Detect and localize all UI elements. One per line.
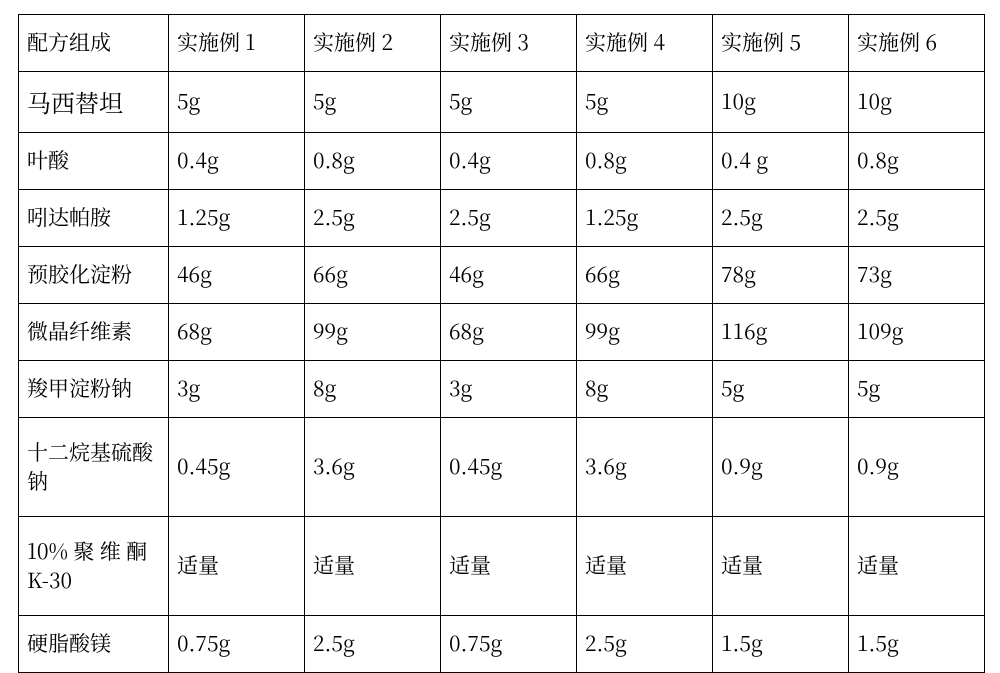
cell: 3.6g — [305, 418, 441, 517]
cell: 1.25g — [577, 190, 713, 247]
cell: 5g — [849, 361, 985, 418]
table-row: 羧甲淀粉钠 3g 8g 3g 8g 5g 5g — [19, 361, 985, 418]
cell: 5g — [441, 72, 577, 133]
cell: 0.4g — [169, 133, 305, 190]
table-row: 微晶纤维素 68g 99g 68g 99g 116g 109g — [19, 304, 985, 361]
cell: 109g — [849, 304, 985, 361]
cell: 99g — [577, 304, 713, 361]
cell: 2.5g — [713, 190, 849, 247]
cell: 10g — [849, 72, 985, 133]
table-row: 马西替坦 5g 5g 5g 5g 10g 10g — [19, 72, 985, 133]
cell: 适量 — [577, 517, 713, 616]
cell: 68g — [441, 304, 577, 361]
cell: 适量 — [169, 517, 305, 616]
cell: 66g — [305, 247, 441, 304]
cell: 5g — [713, 361, 849, 418]
table-row: 叶酸 0.4g 0.8g 0.4g 0.8g 0.4 g 0.8g — [19, 133, 985, 190]
cell: 46g — [169, 247, 305, 304]
cell: 5g — [305, 72, 441, 133]
cell: 99g — [305, 304, 441, 361]
cell: 8g — [577, 361, 713, 418]
cell: 2.5g — [305, 190, 441, 247]
row-name: 10% 聚 维 酮K-30 — [19, 517, 169, 616]
cell: 8g — [305, 361, 441, 418]
cell: 73g — [849, 247, 985, 304]
cell: 3g — [441, 361, 577, 418]
table-row: 10% 聚 维 酮K-30 适量 适量 适量 适量 适量 适量 — [19, 517, 985, 616]
row-name: 吲达帕胺 — [19, 190, 169, 247]
cell: 0.45g — [441, 418, 577, 517]
cell: 2.5g — [441, 190, 577, 247]
cell: 0.75g — [169, 616, 305, 673]
cell: 3.6g — [577, 418, 713, 517]
formulation-table: 配方组成 实施例 1 实施例 2 实施例 3 实施例 4 实施例 5 实施例 6… — [18, 14, 985, 673]
page: 配方组成 实施例 1 实施例 2 实施例 3 实施例 4 实施例 5 实施例 6… — [0, 0, 1000, 671]
col-header: 实施例 3 — [441, 15, 577, 72]
col-header: 实施例 1 — [169, 15, 305, 72]
cell: 1.5g — [849, 616, 985, 673]
row-name: 预胶化淀粉 — [19, 247, 169, 304]
row-name: 十二烷基硫酸钠 — [19, 418, 169, 517]
table-row: 吲达帕胺 1.25g 2.5g 2.5g 1.25g 2.5g 2.5g — [19, 190, 985, 247]
cell: 78g — [713, 247, 849, 304]
row-name: 微晶纤维素 — [19, 304, 169, 361]
col-header: 实施例 6 — [849, 15, 985, 72]
cell: 2.5g — [305, 616, 441, 673]
cell: 适量 — [441, 517, 577, 616]
cell: 1.5g — [713, 616, 849, 673]
col-header: 实施例 5 — [713, 15, 849, 72]
table-row: 硬脂酸镁 0.75g 2.5g 0.75g 2.5g 1.5g 1.5g — [19, 616, 985, 673]
cell: 0.9g — [849, 418, 985, 517]
col-header: 实施例 4 — [577, 15, 713, 72]
cell: 适量 — [849, 517, 985, 616]
cell: 适量 — [305, 517, 441, 616]
cell: 46g — [441, 247, 577, 304]
row-name: 马西替坦 — [19, 72, 169, 133]
cell: 3g — [169, 361, 305, 418]
cell: 5g — [577, 72, 713, 133]
cell: 0.75g — [441, 616, 577, 673]
cell: 116g — [713, 304, 849, 361]
cell: 0.45g — [169, 418, 305, 517]
cell: 适量 — [713, 517, 849, 616]
row-name: 硬脂酸镁 — [19, 616, 169, 673]
cell: 5g — [169, 72, 305, 133]
cell: 1.25g — [169, 190, 305, 247]
cell: 0.8g — [305, 133, 441, 190]
col-header: 配方组成 — [19, 15, 169, 72]
table-row: 预胶化淀粉 46g 66g 46g 66g 78g 73g — [19, 247, 985, 304]
table-header-row: 配方组成 实施例 1 实施例 2 实施例 3 实施例 4 实施例 5 实施例 6 — [19, 15, 985, 72]
row-name: 叶酸 — [19, 133, 169, 190]
cell: 0.4 g — [713, 133, 849, 190]
cell: 0.4g — [441, 133, 577, 190]
row-name: 羧甲淀粉钠 — [19, 361, 169, 418]
cell: 2.5g — [849, 190, 985, 247]
cell: 0.8g — [577, 133, 713, 190]
cell: 10g — [713, 72, 849, 133]
col-header: 实施例 2 — [305, 15, 441, 72]
cell: 2.5g — [577, 616, 713, 673]
cell: 66g — [577, 247, 713, 304]
cell: 0.9g — [713, 418, 849, 517]
table-row: 十二烷基硫酸钠 0.45g 3.6g 0.45g 3.6g 0.9g 0.9g — [19, 418, 985, 517]
cell: 68g — [169, 304, 305, 361]
cell: 0.8g — [849, 133, 985, 190]
